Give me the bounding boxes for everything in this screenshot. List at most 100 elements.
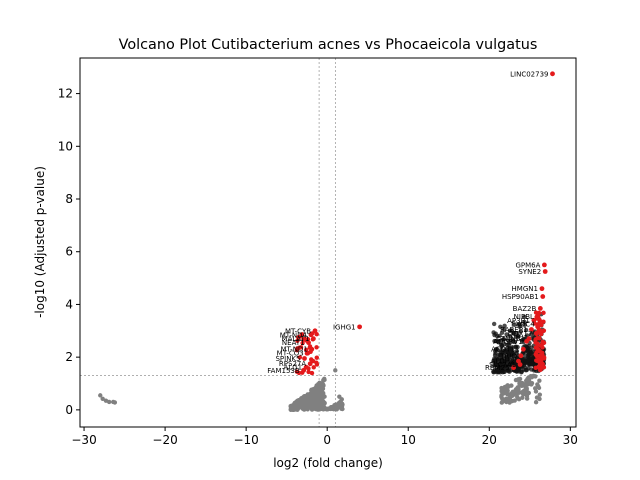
data-label: IGHG1 bbox=[333, 323, 356, 331]
scatter-point bbox=[317, 406, 322, 411]
scatter-point bbox=[295, 402, 300, 407]
scatter-point bbox=[299, 399, 305, 404]
scatter-point bbox=[529, 375, 535, 380]
data-label: LINC02739 bbox=[510, 70, 548, 78]
scatter-point bbox=[511, 365, 516, 371]
data-label: EXOC4 bbox=[511, 321, 535, 329]
scatter-point bbox=[511, 339, 516, 344]
scatter-point bbox=[512, 354, 518, 359]
data-label: MT-CO3 bbox=[277, 350, 304, 358]
data-label: RPS27A bbox=[279, 360, 306, 368]
scatter-point bbox=[301, 367, 307, 373]
scatter-point bbox=[333, 368, 338, 373]
scatter-point bbox=[339, 397, 344, 402]
y-tick-label: 8 bbox=[65, 192, 73, 206]
scatter-point bbox=[535, 335, 540, 341]
scatter-point bbox=[522, 314, 527, 320]
scatter-point bbox=[509, 328, 514, 333]
scatter-point bbox=[525, 358, 531, 363]
scatter-point bbox=[517, 383, 522, 388]
scatter-point bbox=[501, 336, 506, 342]
data-label: RABEP1 bbox=[500, 326, 527, 334]
scatter-point bbox=[517, 376, 523, 382]
scatter-point bbox=[517, 324, 522, 329]
scatter-point bbox=[309, 370, 315, 376]
scatter-point bbox=[502, 323, 507, 329]
data-label: MT-ND1 bbox=[281, 346, 308, 354]
data-label: MT-ND4 bbox=[280, 331, 308, 339]
scatter-point bbox=[524, 386, 529, 391]
scatter-point bbox=[335, 404, 341, 410]
scatter-point bbox=[106, 399, 112, 405]
y-tick-label: 2 bbox=[65, 350, 73, 364]
scatter-point bbox=[538, 358, 544, 363]
scatter-point bbox=[320, 406, 326, 411]
scatter-point bbox=[533, 340, 538, 345]
scatter-point bbox=[294, 369, 300, 374]
y-tick-label: 0 bbox=[65, 403, 73, 417]
scatter-point bbox=[306, 369, 311, 375]
scatter-point bbox=[495, 334, 500, 339]
scatter-point bbox=[506, 346, 511, 352]
scatter-point bbox=[520, 337, 526, 342]
scatter-point bbox=[550, 71, 555, 77]
scatter-point bbox=[311, 365, 316, 370]
data-label: TRIO bbox=[499, 352, 517, 360]
scatter-point bbox=[524, 393, 530, 399]
scatter-point bbox=[520, 395, 525, 400]
scatter-point bbox=[318, 389, 323, 394]
scatter-point bbox=[540, 328, 546, 334]
scatter-point bbox=[499, 400, 505, 405]
scatter-point bbox=[540, 294, 546, 299]
scatter-point bbox=[513, 344, 519, 349]
data-label: MALAT1 bbox=[282, 335, 310, 343]
scatter-point bbox=[499, 394, 504, 400]
data-label: FAM153B bbox=[267, 367, 300, 375]
scatter-point bbox=[295, 338, 300, 343]
data-label: DDX17 bbox=[508, 330, 532, 338]
scatter-point bbox=[533, 345, 539, 350]
data-label: MT-CYB bbox=[285, 327, 311, 335]
scatter-point bbox=[293, 407, 299, 412]
scatter-point bbox=[316, 395, 321, 400]
scatter-point bbox=[515, 396, 521, 401]
scatter-point bbox=[493, 338, 499, 344]
scatter-point bbox=[518, 329, 524, 334]
scatter-point bbox=[534, 358, 539, 363]
data-label: SPINK5 bbox=[275, 355, 300, 363]
data-label: NIPBL bbox=[514, 313, 534, 321]
y-tick-label: 4 bbox=[65, 297, 73, 311]
scatter-point bbox=[535, 383, 541, 389]
scatter-point bbox=[493, 351, 498, 356]
scatter-point bbox=[307, 404, 313, 409]
data-label: HMGN1 bbox=[512, 285, 538, 293]
y-tick-label: 10 bbox=[58, 139, 73, 153]
x-tick-label: 30 bbox=[563, 433, 578, 447]
scatter-point bbox=[312, 328, 318, 334]
scatter-point bbox=[504, 332, 509, 337]
scatter-point bbox=[539, 286, 545, 292]
scatter-point bbox=[312, 393, 318, 398]
scatter-point bbox=[495, 348, 500, 353]
scatter-point bbox=[503, 386, 508, 391]
scatter-point bbox=[297, 355, 303, 360]
scatter-point bbox=[507, 352, 513, 357]
y-axis-title: -log10 (Adjusted p-value) bbox=[33, 166, 47, 318]
scatter-point bbox=[499, 330, 505, 335]
scatter-point bbox=[310, 358, 316, 364]
scatter-point bbox=[526, 352, 531, 357]
scatter-point bbox=[533, 400, 539, 405]
scatter-point bbox=[533, 361, 538, 367]
scatter-point bbox=[112, 400, 118, 405]
scatter-point bbox=[495, 367, 501, 372]
scatter-point bbox=[540, 352, 545, 357]
scatter-point bbox=[517, 362, 523, 367]
scatter-point bbox=[497, 353, 503, 358]
scatter-point bbox=[506, 366, 512, 371]
chart-title: Volcano Plot Cutibacterium acnes vs Phoc… bbox=[119, 37, 538, 53]
data-label: ALG1 bbox=[284, 364, 303, 372]
scatter-point bbox=[524, 345, 530, 350]
data-label: SLC7A1 bbox=[489, 361, 516, 369]
scatter-point bbox=[512, 322, 517, 327]
